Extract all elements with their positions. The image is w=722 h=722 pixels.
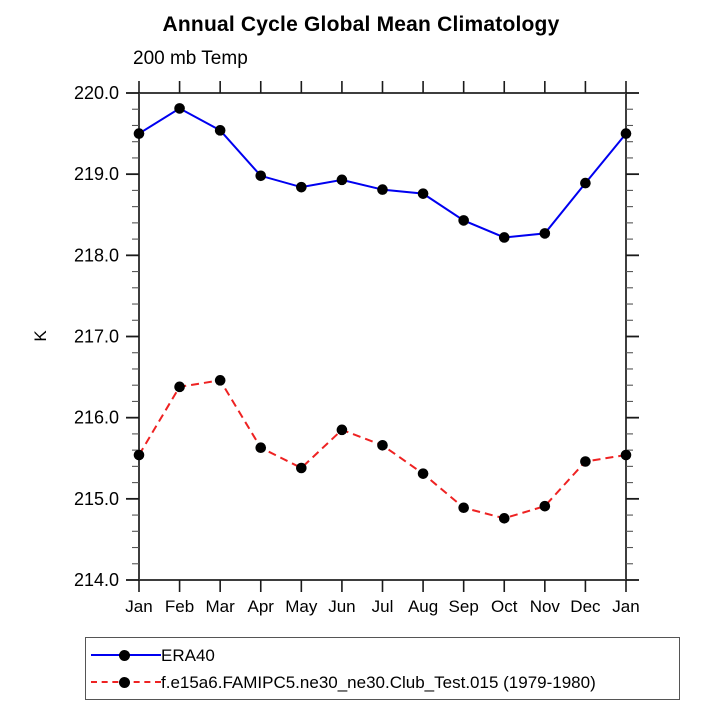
x-tick-label: Jan: [125, 597, 152, 616]
data-point-marker: [336, 424, 348, 436]
x-tick-label: Aug: [408, 597, 438, 616]
y-tick-label: 214.0: [74, 570, 119, 590]
y-tick-label: 216.0: [74, 408, 119, 428]
x-tick-label: Jul: [372, 597, 394, 616]
x-tick-label: Sep: [449, 597, 479, 616]
data-point-marker: [255, 170, 267, 182]
legend-label-era40: ERA40: [161, 645, 215, 665]
legend-sample-solid-line: [91, 649, 161, 661]
data-point-marker: [255, 442, 267, 453]
x-tick-label: May: [285, 597, 318, 616]
data-point-marker: [174, 381, 185, 393]
data-point-marker: [458, 502, 469, 514]
chart-subtitle: 200 mb Temp: [133, 48, 248, 69]
x-tick-label: Feb: [165, 597, 194, 616]
data-point-marker: [417, 188, 429, 199]
legend-entry-model-run: f.e15a6.FAMIPC5.ne30_ne30.Club_Test.015 …: [91, 671, 679, 693]
data-point-marker: [174, 103, 185, 114]
x-tick-label: Jun: [328, 597, 355, 616]
marker-dot-icon: [119, 677, 130, 688]
data-point-marker: [417, 468, 429, 479]
data-point-marker: [377, 439, 388, 451]
data-point-marker: [580, 456, 591, 467]
legend-label-model-run: f.e15a6.FAMIPC5.ne30_ne30.Club_Test.015 …: [161, 672, 596, 692]
y-tick-label: 219.0: [74, 164, 119, 184]
data-point-marker: [580, 177, 591, 189]
x-tick-label: Apr: [248, 597, 275, 616]
y-axis-label: K: [31, 330, 50, 342]
data-point-marker: [498, 232, 510, 243]
y-tick-label: 217.0: [74, 327, 119, 347]
data-point-marker: [133, 449, 145, 461]
data-point-marker: [620, 128, 632, 139]
y-tick-label: 220.0: [74, 83, 119, 103]
data-point-marker: [214, 125, 226, 136]
chart-title: Annual Cycle Global Mean Climatology: [162, 13, 560, 36]
x-tick-label: Oct: [491, 597, 518, 616]
data-point-marker: [539, 228, 551, 239]
x-tick-label: Dec: [570, 597, 601, 616]
data-point-marker: [214, 375, 226, 386]
data-point-marker: [336, 174, 348, 186]
y-tick-label: 215.0: [74, 489, 119, 509]
x-tick-label: Nov: [530, 597, 561, 616]
data-point-marker: [539, 500, 551, 512]
x-tick-label: Mar: [206, 597, 236, 616]
y-tick-label: 218.0: [74, 245, 119, 265]
data-point-marker: [377, 184, 388, 195]
data-point-marker: [620, 449, 632, 461]
data-point-marker: [296, 462, 307, 474]
data-point-marker: [133, 128, 145, 139]
series-line-0: [138, 107, 627, 239]
data-point-marker: [296, 181, 307, 193]
legend-entry-era40: ERA40: [91, 644, 679, 666]
data-point-marker: [458, 215, 469, 226]
legend-sample-dashed-line: [91, 676, 161, 688]
x-tick-label: Jan: [612, 597, 639, 616]
legend-box: ERA40 f.e15a6.FAMIPC5.ne30_ne30.Club_Tes…: [85, 637, 680, 700]
axis-box: [138, 92, 627, 581]
data-point-marker: [498, 513, 510, 524]
marker-dot-icon: [119, 650, 130, 661]
